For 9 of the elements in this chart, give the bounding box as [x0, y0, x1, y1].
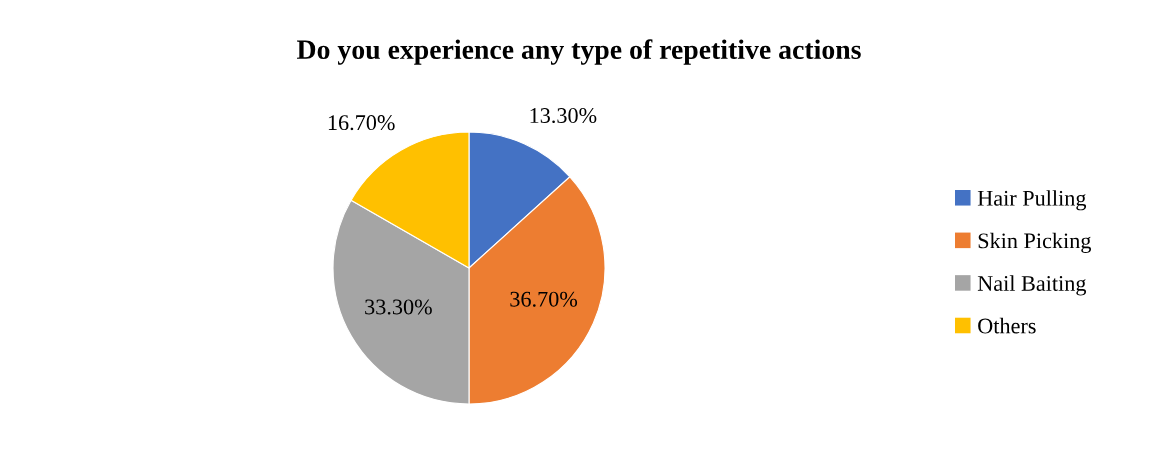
data-label: 36.70%	[510, 291, 578, 307]
data-label: 13.30%	[530, 108, 597, 124]
legend-label: Skin Picking	[978, 232, 1092, 253]
data-label: 16.70%	[328, 115, 395, 131]
legend-label: Hair Pulling	[977, 190, 1087, 211]
legend-label: Others	[978, 317, 1036, 334]
data-label: 33.30%	[365, 299, 432, 315]
chart-title: Do you experience any type of repetitive actions	[297, 39, 861, 65]
legend-label: Nail Baiting	[977, 275, 1087, 296]
